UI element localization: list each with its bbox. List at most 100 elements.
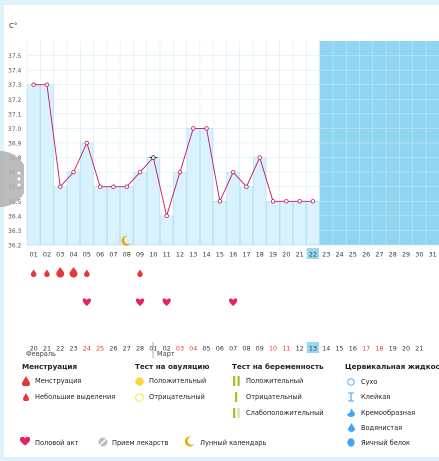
temperature-bar xyxy=(146,157,160,246)
heart-icon xyxy=(82,298,91,306)
day-label: 28 xyxy=(389,251,397,259)
side-scroll-handle[interactable] xyxy=(0,151,24,207)
cycle-day-label: 04 xyxy=(189,345,197,353)
temperature-bar xyxy=(120,186,134,246)
dry-icon xyxy=(347,378,355,386)
menstruation-drop-icon xyxy=(69,267,78,278)
temperature-line xyxy=(33,84,313,218)
legend-ovulation-negative: Отрицательный xyxy=(149,393,205,401)
temperature-bar xyxy=(173,171,187,246)
day-label: 26 xyxy=(362,251,370,259)
legend-intercourse: Половой акт xyxy=(35,439,79,447)
day-label: 15 xyxy=(216,251,224,259)
temperature-point xyxy=(44,82,50,87)
legend-lunar-calendar: Лунный календарь xyxy=(200,439,267,447)
temperature-point xyxy=(137,169,143,175)
temperature-point xyxy=(230,169,236,175)
menstruation-drop-icon xyxy=(56,267,65,278)
day-label: 16 xyxy=(229,251,237,259)
y-tick-label: 37.1 xyxy=(8,111,22,118)
y-tick-label: 36.3 xyxy=(8,228,22,235)
heart-icon xyxy=(162,298,171,306)
cycle-day-label: 26 xyxy=(109,345,117,353)
day-label: 21 xyxy=(296,251,304,259)
cycle-day-label: 07 xyxy=(229,345,237,353)
temperature-bar xyxy=(293,201,307,246)
temperature-point xyxy=(97,184,103,189)
temperature-point xyxy=(217,199,223,204)
temperature-bar xyxy=(239,186,253,246)
y-tick-label: 36.4 xyxy=(8,213,22,220)
day-label: 04 xyxy=(69,251,77,259)
legend-medication: Прием лекарств xyxy=(112,439,169,447)
temperature-point xyxy=(58,184,63,189)
cycle-day-label: 20 xyxy=(402,345,410,353)
temperature-bar xyxy=(160,215,174,246)
cycle-day-label: 20 xyxy=(30,345,38,353)
ovulation-positive-icon xyxy=(135,377,144,386)
temperature-point xyxy=(257,155,262,160)
egg-white-icon xyxy=(347,438,355,447)
day-label: 02 xyxy=(43,251,51,259)
pregnancy-weak-icon xyxy=(233,408,240,418)
legend-cervical-sticky: Клейкая xyxy=(361,393,391,401)
day-label: 06 xyxy=(96,251,104,259)
legend-pregnancy-positive: Положительный xyxy=(246,377,304,385)
temperature-bar xyxy=(306,201,320,246)
day-label: 27 xyxy=(375,251,383,259)
temperature-point xyxy=(270,199,276,204)
temperature-point xyxy=(71,169,76,175)
cycle-day-label: 08 xyxy=(242,345,250,353)
legend-pregnancy-weak: Слабоположительный xyxy=(246,409,324,417)
legend-cervical-title: Цервикальная жидкость xyxy=(345,362,439,371)
temperature-bar xyxy=(106,186,120,246)
temperature-bar xyxy=(200,128,214,246)
temperature-bar xyxy=(133,171,147,246)
heart-icon xyxy=(20,437,30,446)
temperature-point xyxy=(31,82,36,87)
day-label: 25 xyxy=(349,251,357,259)
day-label: 19 xyxy=(269,251,277,259)
cycle-day-label: 17 xyxy=(362,345,370,353)
day-label: 24 xyxy=(335,251,343,259)
temperature-point xyxy=(191,126,196,131)
temperature-bar xyxy=(266,201,280,246)
chart-panel: C° 37.537.437.337.237.137.036.936.836.73… xyxy=(4,5,439,457)
temperature-point xyxy=(204,126,209,131)
temperature-point xyxy=(151,155,156,160)
cycle-day-label: 21 xyxy=(415,345,423,353)
day-label: 17 xyxy=(242,251,250,259)
y-tick-label: 37.3 xyxy=(8,82,22,89)
menstruation-drop-icon xyxy=(44,269,50,278)
day-label: 29 xyxy=(402,251,410,259)
y-tick-label: 37.5 xyxy=(8,53,22,60)
day-label: 05 xyxy=(83,251,91,259)
sticky-icon xyxy=(348,392,354,402)
temperature-bar xyxy=(93,186,107,246)
temperature-point xyxy=(111,184,116,189)
cycle-day-label: 25 xyxy=(96,345,104,353)
temperature-bar xyxy=(27,84,41,246)
cycle-day-label: 11 xyxy=(282,345,290,353)
day-label: 08 xyxy=(123,251,131,259)
bbt-chart: C° 37.537.437.337.237.137.036.936.836.73… xyxy=(8,22,439,358)
temperature-point xyxy=(84,140,90,146)
cycle-day-label: 02 xyxy=(163,345,171,353)
y-tick-label: 37.4 xyxy=(8,68,22,75)
temperature-point xyxy=(124,184,129,189)
temperature-bar xyxy=(53,186,67,246)
legend-pregnancy-negative: Отрицательный xyxy=(246,393,302,401)
cycle-day-label: 03 xyxy=(176,345,184,353)
y-tick-label: 36.9 xyxy=(8,141,22,148)
legend-menstruation-title: Менструация xyxy=(22,362,78,371)
today-highlight xyxy=(306,248,320,259)
month-label-march: Март xyxy=(157,350,175,358)
legend-ovulation-positive: Положительный xyxy=(149,377,207,385)
menstruation-drop-icon xyxy=(137,269,143,278)
temperature-point xyxy=(297,199,302,204)
day-label: 23 xyxy=(322,251,330,259)
day-label: 30 xyxy=(415,251,423,259)
temperature-bar xyxy=(213,201,227,246)
cycle-day-label: 13 xyxy=(309,345,317,353)
day-label: 22 xyxy=(309,251,317,259)
